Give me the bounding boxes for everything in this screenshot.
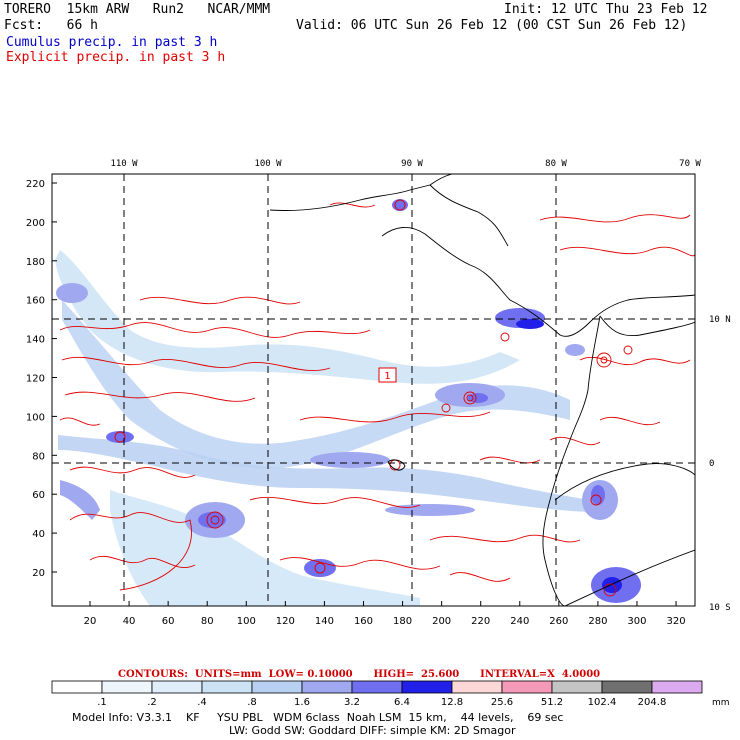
valid-time: Valid: 06 UTC Sun 26 Feb 12 (00 CST Sun … (296, 18, 688, 33)
x-tick-label: 280 (588, 616, 607, 627)
colorbar-label: .2 (147, 697, 157, 708)
x-tick-label: 40 (123, 616, 136, 627)
colorbar-swatch (351, 680, 403, 694)
colorbar-label: 6.4 (394, 697, 410, 708)
colorbar-label: .8 (247, 697, 257, 708)
y-tick-label: 220 (26, 179, 45, 190)
latitude-label: 10 N (709, 315, 731, 325)
y-tick-label: 60 (32, 490, 45, 501)
x-axis: 20 40 60 80 100 120 140 160 180 200 220 240 260 280 30… (84, 601, 686, 627)
longitude-label: 110 W (110, 159, 138, 169)
y-tick-label: 80 (32, 451, 45, 462)
colorbar-label: 25.6 (491, 697, 513, 708)
colorbar-swatch (301, 680, 353, 694)
colorbar-swatch (201, 680, 253, 694)
x-tick-label: 140 (315, 616, 334, 627)
y-tick-label: 120 (26, 374, 45, 385)
latitude-label: 0 (709, 459, 714, 469)
colorbar-swatch (51, 680, 103, 694)
longitude-label: 80 W (545, 159, 567, 169)
x-tick-label: 20 (84, 616, 97, 627)
contour-info: CONTOURS: UNITS=mm LOW= 0.10000 HIGH= 25… (118, 669, 601, 680)
colorbar: .1 .2 .4 .8 1.6 3.2 6.4 12.8 25.6 51.2 102.4 204.8 m… (51, 680, 730, 708)
longitude-label: 70 W (679, 159, 701, 169)
lat-lon-grid (52, 174, 695, 606)
colorbar-swatch (101, 680, 153, 694)
physics-info: LW: Godd SW: Goddard DIFF: simple KM: 2D… (229, 724, 516, 737)
latitude-label: 10 S (709, 603, 731, 613)
longitude-label: 90 W (401, 159, 423, 169)
colorbar-swatch (601, 680, 653, 694)
x-tick-label: 80 (201, 616, 214, 627)
colorbar-swatch (451, 680, 503, 694)
top-longitude-labels: 110 W 100 W 90 W 80 W 70 W (110, 159, 701, 169)
x-tick-label: 180 (393, 616, 412, 627)
y-tick-label: 40 (32, 529, 45, 540)
longitude-label: 100 W (254, 159, 282, 169)
init-time: Init: 12 UTC Thu 23 Feb 12 (504, 2, 708, 17)
colorbar-label: 3.2 (344, 697, 360, 708)
colorbar-swatch (251, 680, 303, 694)
cumulus-label: Cumulus precip. in past 3 h (6, 35, 218, 50)
plot-frame (51, 173, 696, 607)
x-tick-label: 220 (471, 616, 490, 627)
annotation-label: 1 (384, 371, 390, 382)
y-tick-label: 180 (26, 257, 45, 268)
colorbar-swatch (151, 680, 203, 694)
y-tick-label: 200 (26, 218, 45, 229)
x-tick-label: 100 (237, 616, 256, 627)
colorbar-swatch (401, 680, 453, 694)
y-tick-label: 140 (26, 335, 45, 346)
forecast-hour: Fcst: 66 h (4, 18, 98, 33)
colorbar-swatch (501, 680, 553, 694)
coastlines (269, 174, 695, 606)
explicit-label: Explicit precip. in past 3 h (6, 50, 226, 65)
precip-shading (55, 199, 641, 606)
y-tick-label: 20 (32, 568, 45, 579)
x-tick-label: 200 (432, 616, 451, 627)
colorbar-label: 204.8 (638, 697, 667, 708)
x-tick-label: 320 (667, 616, 686, 627)
colorbar-label: 1.6 (294, 697, 310, 708)
x-tick-label: 120 (276, 616, 295, 627)
colorbar-label: .4 (197, 697, 207, 708)
x-tick-label: 160 (354, 616, 373, 627)
colorbar-label: 102.4 (588, 697, 617, 708)
colorbar-label: .1 (97, 697, 107, 708)
colorbar-label: 12.8 (441, 697, 463, 708)
colorbar-swatch (551, 680, 603, 694)
annotation-box: 1 (378, 367, 397, 383)
x-tick-label: 240 (510, 616, 529, 627)
model-title: TORERO 15km ARW Run2 NCAR/MMM (4, 2, 271, 17)
y-axis: 220 200 180 160 140 120 100 80 60 40 20 (26, 179, 57, 579)
y-tick-label: 100 (26, 412, 45, 423)
model-info: Model Info: V3.3.1 KF YSU PBL WDM 6class… (72, 711, 564, 724)
colorbar-units: mm (712, 698, 730, 708)
colorbar-label: 51.2 (541, 697, 563, 708)
y-tick-label: 160 (26, 296, 45, 307)
explicit-contours (59, 199, 695, 597)
right-latitude-labels: 10 N 0 10 S (709, 315, 731, 613)
x-tick-label: 300 (627, 616, 646, 627)
colorbar-swatch (651, 680, 703, 694)
x-tick-label: 60 (162, 616, 175, 627)
x-tick-label: 260 (549, 616, 568, 627)
